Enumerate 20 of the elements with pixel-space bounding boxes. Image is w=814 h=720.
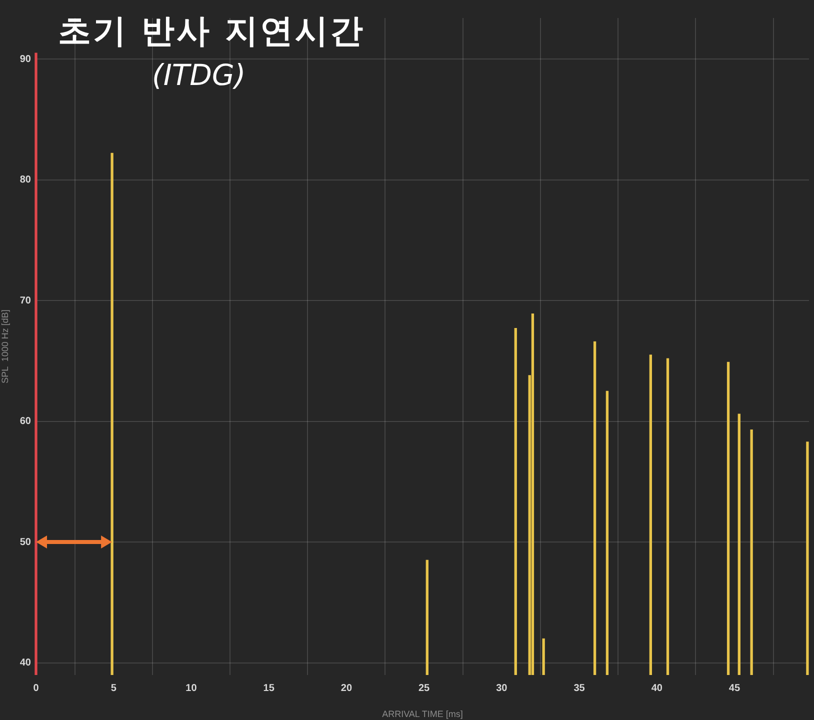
y-tick-label: 60 (20, 416, 32, 428)
x-tick-label: 30 (496, 682, 508, 694)
x-tick-label: 20 (340, 682, 352, 694)
y-tick-label: 70 (20, 295, 32, 306)
chart-title: 초기 반사 지연시간 (58, 11, 365, 50)
x-tick-label: 35 (574, 682, 586, 694)
y-tick-label: 40 (20, 658, 32, 669)
y-tick-label: 90 (20, 54, 32, 65)
x-tick-label: 45 (728, 682, 740, 694)
text: (ITDG) (152, 58, 246, 92)
x-tick-label: 25 (418, 682, 430, 694)
y-axis-title: SPL 1000 Hz [dB] (0, 310, 10, 384)
y-tick-label: 50 (20, 536, 32, 548)
x-tick-label: 10 (186, 682, 198, 694)
x-tick-label: 0 (33, 682, 40, 694)
x-tick-label: 15 (263, 682, 275, 694)
y-tick-label: 80 (20, 174, 32, 186)
x-tick-label: 5 (110, 682, 117, 694)
x-axis-title: ARRIVAL TIME [ms] (382, 709, 463, 720)
x-tick-label: 40 (651, 682, 663, 694)
